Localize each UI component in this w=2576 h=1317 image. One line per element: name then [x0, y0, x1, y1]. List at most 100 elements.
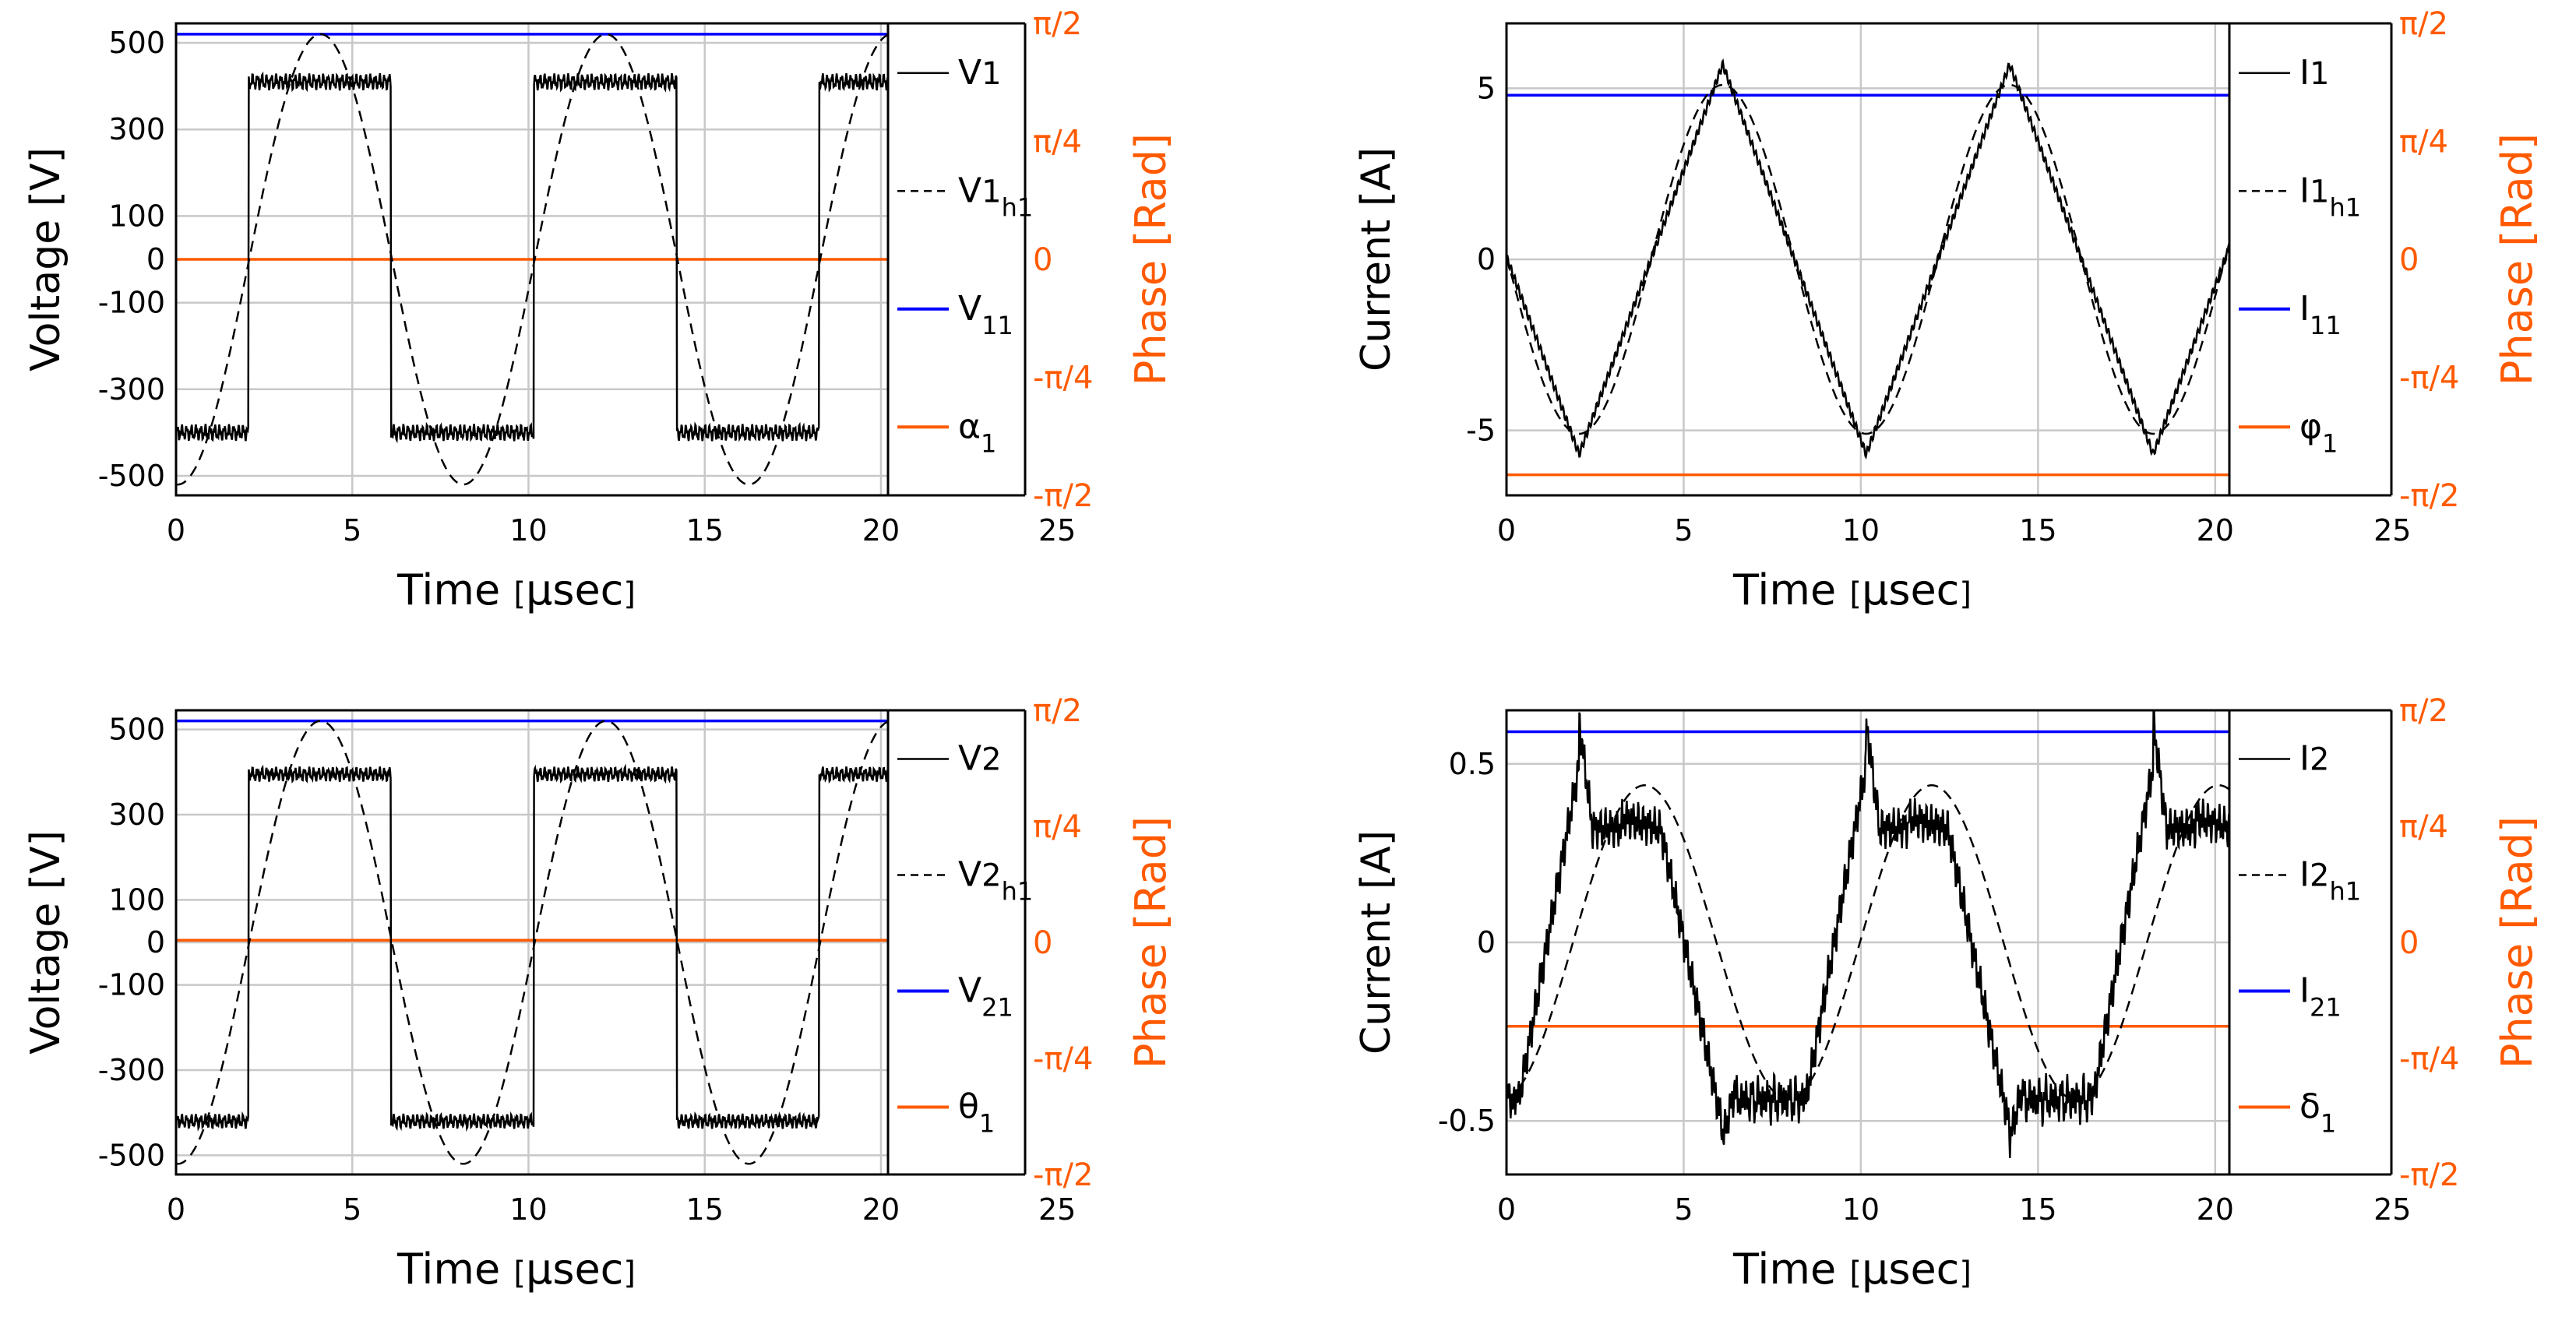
x-tick-label: 25 [2373, 1192, 2411, 1227]
legend-entry-0: I1 [2239, 53, 2329, 93]
y-tick-label: -500 [98, 459, 165, 493]
y-tick-label: 500 [108, 26, 165, 60]
phase-tick-label: -π/2 [1033, 478, 1093, 514]
y-tick-label: -100 [98, 286, 165, 320]
x-tick-label: 25 [1038, 513, 1076, 548]
y-tick-label: 0 [146, 925, 165, 960]
legend-sub: 11 [2310, 311, 2342, 340]
legend-entry-2: I11 [2239, 289, 2342, 340]
phase-tick-label: π/2 [1033, 693, 1082, 729]
legend-entry-2: V21 [897, 971, 1013, 1023]
legend-sub: h1 [1002, 877, 1034, 907]
legend-num: 2 [981, 858, 1001, 894]
legend-base: V [958, 289, 981, 329]
x-tick-label: 15 [2019, 513, 2056, 548]
x-tick-label: 10 [509, 513, 547, 548]
x-axis-label-part: ] [1959, 1255, 1972, 1291]
legend-entry-3: φ1 [2239, 407, 2338, 458]
legend-label: V1h1 [958, 171, 1033, 222]
x-axis-label-part: ] [623, 576, 636, 612]
legend-sub: 1 [979, 1109, 995, 1139]
y-tick-label: -0.5 [1438, 1104, 1496, 1138]
x-tick-label: 25 [2373, 513, 2411, 548]
x-tick-label: 10 [509, 1192, 547, 1227]
y-axis-label: Voltage [V] [23, 830, 69, 1055]
legend-base: φ [2299, 407, 2322, 446]
legend-num: 1 [981, 174, 1001, 210]
legend-sub: h1 [2329, 192, 2361, 222]
phase-tick-label: 0 [2399, 925, 2419, 961]
x-axis-label-part: sec [552, 565, 623, 614]
measured-waveform [176, 763, 888, 1132]
legend-num: 1 [2310, 56, 2329, 92]
x-axis-label: Time [μsec] [1732, 565, 1972, 614]
x-tick-label: 5 [343, 513, 361, 548]
x-tick-label: 10 [1842, 1192, 1880, 1227]
phase-tick-label: π/2 [2399, 693, 2448, 729]
legend-base: I [2299, 739, 2310, 779]
y-axis-label: Current [A] [1353, 830, 1400, 1055]
legend-sub: 1 [2321, 1109, 2336, 1139]
legend-base: V [958, 53, 981, 93]
legend-entry-0: V1 [897, 53, 1002, 93]
legend-num: 2 [2310, 742, 2329, 778]
x-axis-label-part: Time [396, 1245, 513, 1294]
legend-entry-2: V11 [897, 289, 1013, 340]
y-tick-label: 100 [108, 199, 165, 233]
fundamental-waveform [1506, 784, 2229, 1100]
phase-tick-label: -π/2 [2399, 1157, 2459, 1193]
phase-tick-label: π/4 [1033, 125, 1082, 160]
legend-label: θ1 [958, 1087, 995, 1139]
phase-tick-label: -π/4 [2399, 361, 2459, 396]
x-tick-label: 20 [862, 1192, 900, 1227]
series-group [1506, 58, 2229, 477]
legend-sub: 21 [2310, 993, 2342, 1023]
x-tick-label: 10 [1842, 513, 1880, 548]
legend-label: I1h1 [2299, 171, 2361, 222]
y-tick-label: 100 [108, 882, 165, 917]
phase-tick-label: -π/4 [2399, 1041, 2459, 1077]
legend-label: I11 [2299, 289, 2342, 340]
x-axis-label-part: μ [1862, 1245, 1888, 1294]
legend-base: θ [958, 1087, 979, 1127]
phase-axis-label: Phase [Rad] [1126, 816, 1175, 1069]
plot-frame [1505, 709, 2231, 1176]
x-axis-label-part: μ [1862, 565, 1888, 614]
legend-label: V2 [958, 739, 1002, 779]
legend-label: δ1 [2299, 1087, 2336, 1139]
legend-base: I [2299, 289, 2310, 329]
legend-entry-0: I2 [2239, 739, 2329, 779]
legend-entry-1: V1h1 [897, 171, 1033, 222]
legend-label: V2h1 [958, 855, 1033, 907]
legend-label: I1 [2299, 53, 2329, 93]
fundamental-waveform [176, 33, 888, 486]
legend-sub: h1 [2329, 877, 2361, 907]
x-axis-label-part: [ [513, 1255, 526, 1291]
phase-tick-label: π/4 [2399, 809, 2448, 845]
phase-tick-label: π/2 [1033, 6, 1082, 42]
x-axis-label-part: sec [552, 1245, 623, 1294]
legend-num: 1 [981, 56, 1001, 92]
phase-axis-label: Phase [Rad] [1126, 133, 1175, 386]
phase-tick-label: 0 [1033, 242, 1052, 278]
y-tick-label: 300 [108, 112, 165, 146]
series-group [176, 33, 888, 486]
legend-label: V21 [958, 971, 1013, 1023]
y-tick-label: 0 [146, 242, 165, 276]
legend-base: I [2299, 971, 2310, 1011]
fundamental-waveform [1506, 83, 2229, 435]
legend-entry-3: δ1 [2239, 1087, 2336, 1139]
legend-sub: 11 [981, 311, 1013, 340]
x-axis-label: Time [μsec] [1732, 1245, 1972, 1294]
y-tick-label: 0 [1477, 925, 1496, 960]
grid [1506, 23, 2229, 495]
x-tick-label: 0 [167, 513, 185, 548]
legend-entry-3: α1 [897, 407, 996, 458]
x-axis-label: Time [μsec] [396, 565, 636, 614]
x-axis-label-part: [ [1849, 576, 1862, 612]
y-tick-label: 300 [108, 798, 165, 832]
measured-waveform [1506, 710, 2229, 1158]
x-axis-label-part: sec [1888, 1245, 1959, 1294]
